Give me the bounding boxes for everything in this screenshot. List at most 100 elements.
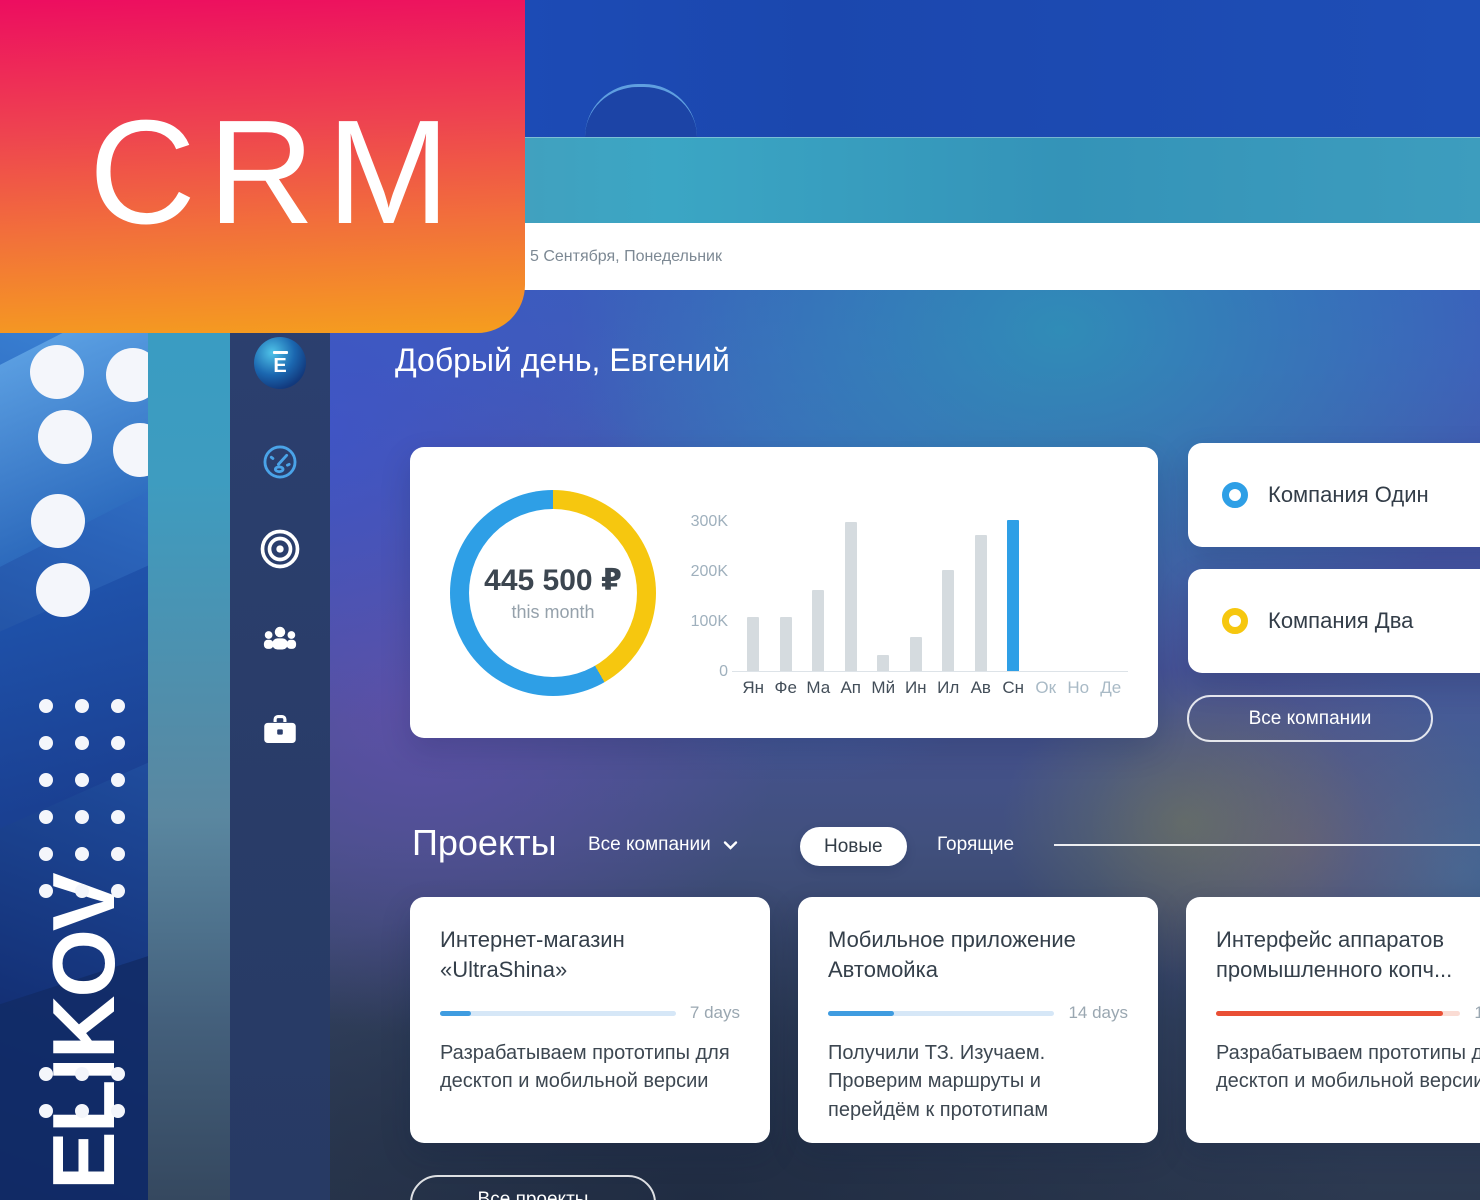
stats-card: 445 500 ₽ this month 300K 200K 100K 0 Ян Фе М… xyxy=(410,447,1158,738)
avatar-letter: E xyxy=(273,354,287,377)
ytick-label: 300K xyxy=(690,513,728,530)
bar-slot xyxy=(997,447,1030,672)
month-label: Де xyxy=(1100,678,1122,697)
briefcase-icon xyxy=(259,708,301,755)
days-left: 7 days xyxy=(689,1003,740,1022)
bar-slot xyxy=(835,447,868,672)
bar-slot xyxy=(1095,447,1128,672)
bar-slot xyxy=(1062,447,1095,672)
decor-dot xyxy=(39,1104,53,1118)
decor-dot xyxy=(75,736,89,750)
project-description: Разрабатываем прототипы для десктоп и мо… xyxy=(1216,1042,1480,1093)
month-label: Сн xyxy=(1002,678,1025,697)
tab-hot[interactable]: Горящие xyxy=(937,834,1015,855)
decor-dot xyxy=(30,345,84,399)
all-companies-button[interactable]: Все компании xyxy=(1187,695,1433,742)
sidebar-item-projects[interactable] xyxy=(258,709,302,753)
progress-fill xyxy=(1216,1010,1444,1016)
project-card[interactable]: Интернет-магазин «UltraShina» 7 days Раз… xyxy=(410,897,770,1143)
decor-dot xyxy=(75,1067,89,1081)
decor-dot xyxy=(31,494,85,548)
decor-dot xyxy=(39,884,53,898)
bar-slot xyxy=(770,447,803,672)
company-card[interactable]: Компания Один xyxy=(1188,443,1480,547)
bar-slot xyxy=(737,447,770,672)
bar-chart-xaxis: Ян Фе Ма Ап Мй Ин Ил Ав Сн Ок Но Де xyxy=(737,678,1127,698)
tab-new[interactable]: Новые xyxy=(800,827,907,866)
project-description: Получили ТЗ. Изучаем. Проверим маршруты … xyxy=(828,1042,1049,1121)
decor-dot xyxy=(39,699,53,713)
revenue-caption: this month xyxy=(511,602,595,622)
month-label: Ок xyxy=(1035,678,1057,697)
month-label: Ап xyxy=(840,678,862,697)
project-card[interactable]: Интерфейс аппаратов промышленного копч..… xyxy=(1186,897,1480,1143)
company-name: Компания Два xyxy=(1268,608,1414,633)
avatar[interactable]: E xyxy=(254,337,306,389)
decor-dot xyxy=(111,699,125,713)
bar-slot xyxy=(932,447,965,672)
bar-chart-baseline xyxy=(732,671,1128,672)
decor-dot xyxy=(39,810,53,824)
decor-dot xyxy=(39,847,53,861)
bar xyxy=(812,589,825,672)
greeting: Добрый день, Евгений xyxy=(395,342,730,378)
projects-title: Проекты xyxy=(412,822,557,863)
all-projects-button[interactable]: Все проекты xyxy=(410,1175,656,1200)
sidebar-item-targets[interactable] xyxy=(258,529,302,573)
decor-dot xyxy=(111,736,125,750)
sidebar-item-team[interactable] xyxy=(258,618,302,662)
month-label: Но xyxy=(1067,678,1090,697)
decor-dot xyxy=(111,1067,125,1081)
progress-track xyxy=(828,1010,1055,1016)
logo-bar xyxy=(272,350,288,354)
progress-fill xyxy=(828,1010,894,1016)
bar-slot xyxy=(802,447,835,672)
project-title: Мобильное приложение Автомойка xyxy=(828,927,1076,982)
revenue-value: 445 500 ₽ xyxy=(484,564,622,597)
gauge-icon xyxy=(261,443,299,486)
filter-label: Все компании xyxy=(588,834,711,855)
projects-company-filter[interactable]: Все компании xyxy=(588,834,738,856)
bar xyxy=(909,637,922,672)
progress-fill xyxy=(440,1010,471,1016)
progress-track xyxy=(440,1010,676,1016)
month-label: Ил xyxy=(937,678,960,697)
bar-slot xyxy=(900,447,933,672)
month-label: Ав xyxy=(970,678,991,697)
project-title: Интерфейс аппаратов промышленного копч..… xyxy=(1216,927,1453,982)
bar xyxy=(1007,519,1020,672)
decor-dot xyxy=(75,847,89,861)
progress-track xyxy=(1216,1010,1461,1016)
bar-slot xyxy=(1030,447,1063,672)
decor-dot xyxy=(39,736,53,750)
project-title: Интернет-магазин «UltraShina» xyxy=(440,927,625,982)
days-left: 14 days xyxy=(1068,1003,1128,1022)
revenue-donut-chart: 445 500 ₽ this month xyxy=(450,490,656,696)
current-date: 5 Сентября, Понедельник xyxy=(530,248,722,265)
decor-dot xyxy=(111,773,125,787)
decor-dot xyxy=(38,410,92,464)
project-card[interactable]: Мобильное приложение Автомойка 14 days П… xyxy=(798,897,1158,1143)
month-label: Мй xyxy=(871,678,896,697)
people-icon xyxy=(259,617,301,664)
days-left: 1 day xyxy=(1474,1003,1480,1022)
company-card[interactable]: Компания Два xyxy=(1188,569,1480,673)
decor-dot xyxy=(36,563,90,617)
project-description: Разрабатываем прототипы для десктоп и мо… xyxy=(440,1042,730,1093)
decor-dot xyxy=(75,884,89,898)
decor-dot xyxy=(111,847,125,861)
ytick-label: 200K xyxy=(690,563,728,580)
crm-badge: CRM xyxy=(0,0,525,333)
bar xyxy=(844,522,857,672)
ytick-label: 100K xyxy=(690,613,728,630)
month-label: Ин xyxy=(904,678,927,697)
month-label: Ма xyxy=(806,678,831,697)
bar-chart xyxy=(737,447,1127,672)
sidebar-item-dashboard[interactable] xyxy=(258,442,302,486)
target-icon xyxy=(259,528,301,575)
decor-dot xyxy=(75,773,89,787)
decor-dot xyxy=(111,1104,125,1118)
decor-dot xyxy=(106,348,148,402)
company-ring-icon xyxy=(1222,482,1248,508)
decor-dot xyxy=(39,773,53,787)
